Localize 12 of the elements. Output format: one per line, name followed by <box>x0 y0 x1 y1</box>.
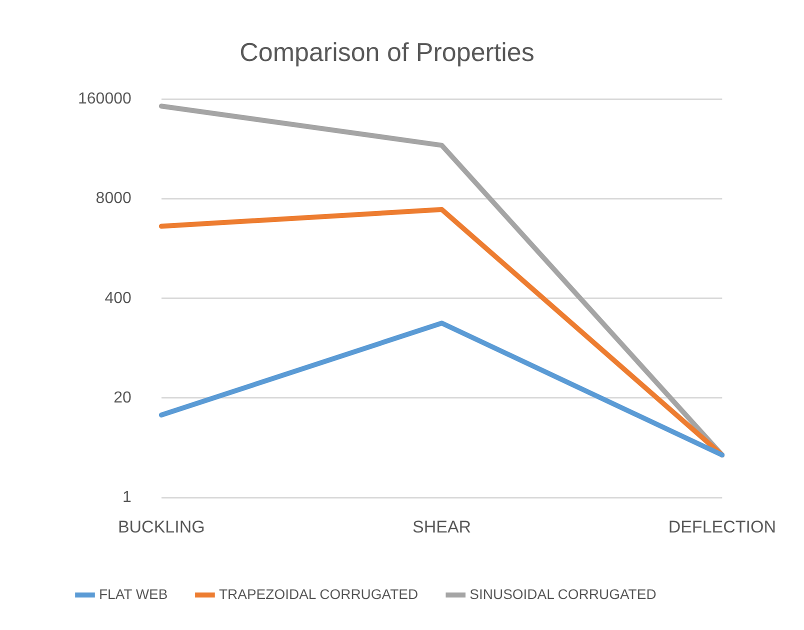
legend-label: FLAT WEB <box>99 586 168 602</box>
y-tick-label: 8000 <box>96 190 132 208</box>
chart-title: Comparison of Properties <box>240 36 534 67</box>
y-tick-label: 1 <box>122 489 132 506</box>
x-tick-label: DEFLECTION <box>668 517 776 536</box>
x-tick-label: SHEAR <box>412 517 472 536</box>
y-tick-label: 400 <box>104 290 132 307</box>
y-tick-label: 20 <box>114 389 132 406</box>
y-tick-label: 160000 <box>78 90 132 108</box>
legend-label: SINUSOIDAL CORRUGATED <box>470 586 656 602</box>
legend-label: TRAPEZOIDAL CORRUGATED <box>218 586 418 602</box>
x-tick-label: BUCKLING <box>118 517 205 536</box>
